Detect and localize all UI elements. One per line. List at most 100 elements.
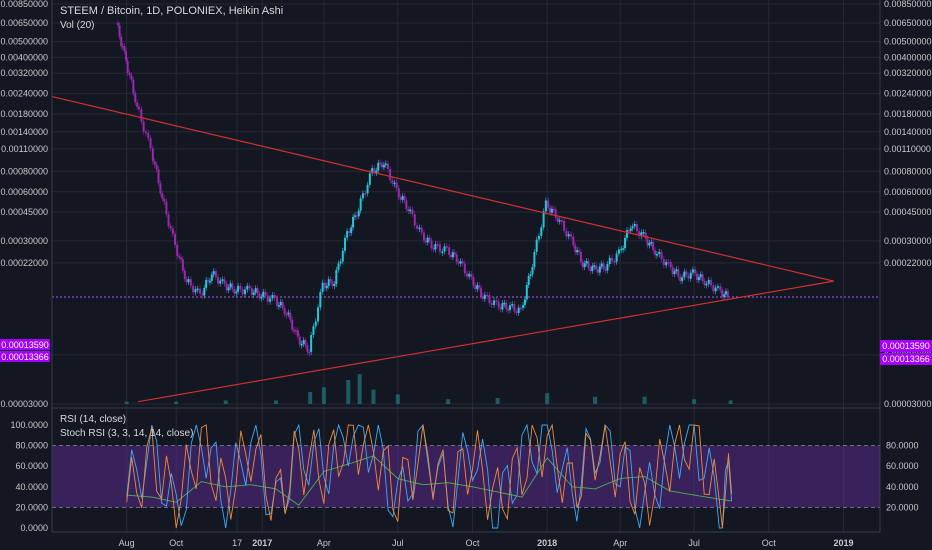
candle-body	[192, 285, 195, 293]
x-tick-label: 2017	[252, 538, 272, 548]
rsi-y-tick-left: 80.0000	[15, 441, 48, 451]
x-tick-label: 17	[232, 538, 242, 548]
candle-body	[382, 164, 385, 168]
candle-body	[598, 266, 601, 273]
candle-body	[476, 285, 479, 290]
candle-body	[155, 164, 158, 170]
y-tick-label-left: 0.00650000	[0, 18, 48, 28]
candle-body	[159, 183, 162, 194]
candle-body	[468, 273, 471, 277]
y-tick-label-left: 0.00030000	[0, 236, 48, 246]
candle-body	[161, 193, 164, 199]
candle-body	[499, 307, 502, 310]
candle-body	[587, 260, 590, 268]
candle-body	[227, 287, 230, 291]
candle-body	[608, 257, 611, 264]
volume-bar	[692, 399, 697, 404]
candle-body	[116, 23, 119, 26]
rsi-y-tick-right: 40.0000	[886, 482, 919, 492]
candle-body	[716, 286, 719, 288]
candle-body	[420, 227, 423, 233]
candle-body	[214, 271, 217, 277]
candle-body	[650, 242, 653, 244]
candle-body	[348, 231, 351, 234]
candle-body	[677, 269, 680, 277]
candle-body	[451, 252, 454, 258]
rsi-y-tick-left: 0.0000	[20, 523, 48, 533]
candle-body	[409, 209, 412, 212]
candle-body	[343, 237, 346, 251]
x-tick-label: Aug	[119, 538, 135, 548]
candle-body	[478, 285, 481, 288]
candle-body	[723, 294, 726, 297]
candle-body	[416, 225, 419, 229]
candle-body	[399, 197, 402, 200]
candle-body	[707, 279, 710, 284]
candle-body	[537, 235, 540, 240]
candle-body	[169, 226, 172, 229]
y-tick-label-right: 0.00022000	[884, 258, 932, 268]
candle-body	[323, 282, 326, 289]
candle-body	[386, 163, 389, 170]
rsi-legend: RSI (14, close)	[60, 414, 126, 425]
candle-body	[319, 291, 322, 308]
volume-bar	[593, 396, 598, 404]
candle-body	[271, 295, 274, 299]
candle-body	[488, 294, 491, 304]
candle-body	[291, 319, 294, 330]
candle-body	[450, 254, 453, 258]
candle-body	[505, 302, 508, 310]
candle-body	[174, 234, 177, 245]
candle-body	[560, 220, 563, 222]
candle-body	[300, 343, 303, 346]
candle-body	[697, 277, 700, 281]
candle-body	[535, 239, 538, 252]
y-tick-label-left: 0.00140000	[0, 127, 48, 137]
candles	[116, 20, 729, 357]
rsi-y-tick-right: 20.0000	[886, 502, 919, 512]
y-tick-label-right: 0.00500000	[884, 37, 932, 47]
price-tag-right-upper	[880, 340, 932, 352]
candle-body	[321, 282, 324, 292]
candle-body	[269, 298, 272, 302]
candle-body	[312, 326, 315, 335]
volume-bars	[124, 374, 733, 404]
x-tick-label: 2019	[833, 538, 853, 548]
candle-body	[687, 275, 690, 279]
candle-body	[620, 248, 623, 251]
candle-body	[279, 301, 282, 306]
candle-body	[480, 287, 483, 297]
candle-body	[574, 245, 577, 253]
candle-body	[696, 273, 698, 281]
candle-body	[134, 93, 137, 103]
candle-body	[432, 248, 435, 250]
candle-body	[556, 217, 559, 222]
candle-body	[642, 232, 645, 234]
candle-body	[381, 163, 384, 168]
candle-body	[254, 288, 257, 293]
candle-body	[455, 254, 458, 263]
candle-body	[519, 307, 522, 310]
candle-body	[544, 200, 547, 212]
y-tick-label-right: 0.00850000	[884, 0, 932, 9]
trendlines[interactable]	[51, 96, 834, 403]
candle-body	[461, 261, 464, 264]
grid	[52, 0, 880, 532]
candle-body	[239, 285, 242, 290]
y-tick-label-right: 0.00240000	[884, 89, 932, 99]
candle-body	[459, 261, 462, 264]
candle-body	[591, 265, 594, 272]
candle-body	[273, 295, 276, 298]
candle-body	[611, 257, 614, 262]
candle-body	[285, 314, 288, 316]
candle-body	[277, 305, 280, 307]
candle-body	[418, 227, 421, 230]
y-tick-label-right: 0.00180000	[884, 109, 932, 119]
candle-body	[622, 248, 625, 250]
price-tag-left-lower	[0, 351, 50, 362]
candle-body	[208, 280, 211, 283]
candle-body	[501, 303, 504, 310]
candle-body	[699, 274, 702, 278]
